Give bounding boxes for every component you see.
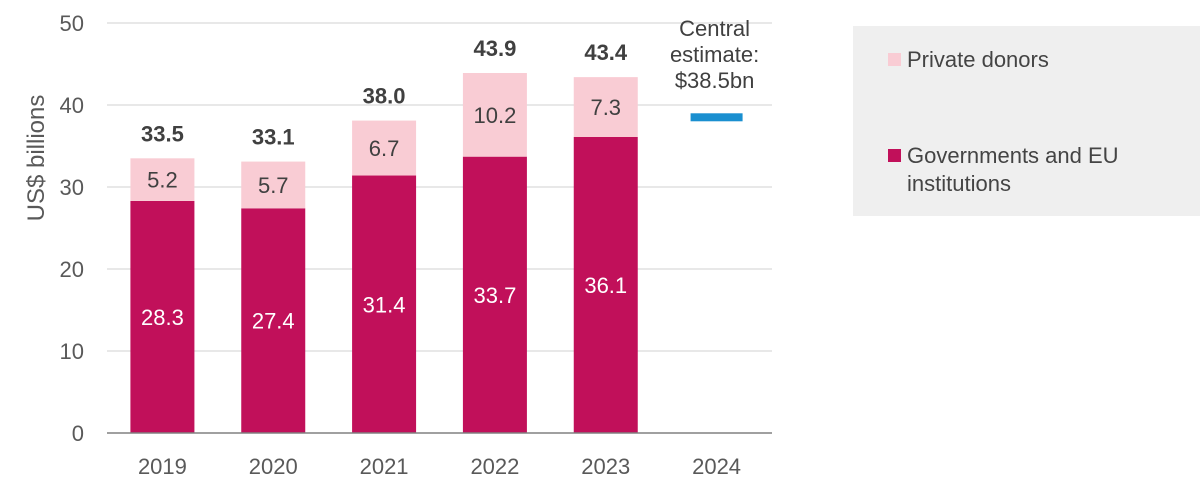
legend-swatch-governments <box>888 149 901 162</box>
legend-item-private-donors: Private donors <box>888 46 1187 74</box>
estimate-marker <box>690 113 743 122</box>
legend-swatch-private-donors <box>888 53 901 66</box>
data-label-governments-2023: 36.1 <box>584 273 627 298</box>
legend <box>853 26 1200 216</box>
y-tick-label: 10 <box>60 339 84 364</box>
bar-private-2019 <box>130 158 195 201</box>
y-tick-label: 40 <box>60 93 84 118</box>
y-tick-label: 0 <box>72 421 84 446</box>
data-label-governments-2021: 31.4 <box>363 292 406 317</box>
legend-label-private-donors: Private donors <box>907 47 1049 72</box>
x-axis-ticks: 2019 2020 2021 2022 2023 2024 <box>138 454 741 479</box>
bar-governments-2020 <box>241 208 306 433</box>
estimate-label-line: Central <box>679 16 750 41</box>
stacked-bar-chart: 0 10 20 30 40 50 US$ billions 28.3 5.2 33.5 27.4… <box>23 11 772 479</box>
y-axis-label: US$ billions <box>23 95 50 222</box>
data-label-governments-2020: 27.4 <box>252 309 295 334</box>
bar-governments-2019 <box>130 200 195 433</box>
x-tick-label-2019: 2019 <box>138 454 187 479</box>
bar-governments-2023 <box>573 136 638 434</box>
x-tick-label-2021: 2021 <box>360 454 409 479</box>
y-axis-ticks: 0 10 20 30 40 50 <box>60 11 84 446</box>
data-label-private-2022: 10.2 <box>474 103 517 128</box>
bar-private-2020 <box>241 161 306 209</box>
bar-governments-2022 <box>462 156 527 433</box>
central-estimate: Central estimate: $38.5bn <box>670 16 759 122</box>
total-label-2021: 38.0 <box>363 84 406 109</box>
bars: 28.3 5.2 33.5 27.4 5.7 33.1 31.4 6.7 38.0 33.7 10.… <box>130 36 638 434</box>
data-label-private-2020: 5.7 <box>258 173 289 198</box>
y-tick-label: 30 <box>60 175 84 200</box>
bar-governments-2021 <box>352 175 417 433</box>
bar-private-2023 <box>573 77 638 137</box>
estimate-label-line: estimate: <box>670 42 759 67</box>
x-tick-label-2022: 2022 <box>470 454 519 479</box>
bar-private-2022 <box>462 73 527 157</box>
bar-private-2021 <box>352 120 417 176</box>
estimate-label: Central estimate: $38.5bn <box>670 16 759 93</box>
data-label-private-2021: 6.7 <box>369 136 400 161</box>
total-label-2020: 33.1 <box>252 125 295 150</box>
x-tick-label-2020: 2020 <box>249 454 298 479</box>
data-label-governments-2022: 33.7 <box>474 283 517 308</box>
legend-item-governments: Governments and EU institutions <box>888 142 1187 198</box>
data-label-private-2019: 5.2 <box>147 168 178 193</box>
total-label-2019: 33.5 <box>141 121 184 146</box>
gridlines <box>107 22 772 352</box>
x-tick-label-2024: 2024 <box>692 454 741 479</box>
data-label-private-2023: 7.3 <box>590 95 621 120</box>
y-tick-label: 20 <box>60 257 84 282</box>
legend-label-governments: Governments and EU institutions <box>907 143 1119 196</box>
data-label-governments-2019: 28.3 <box>141 305 184 330</box>
x-tick-label-2023: 2023 <box>581 454 630 479</box>
total-label-2022: 43.9 <box>474 36 517 61</box>
total-label-2023: 43.4 <box>584 40 628 65</box>
y-tick-label: 50 <box>60 11 84 36</box>
estimate-label-line: $38.5bn <box>675 68 755 93</box>
